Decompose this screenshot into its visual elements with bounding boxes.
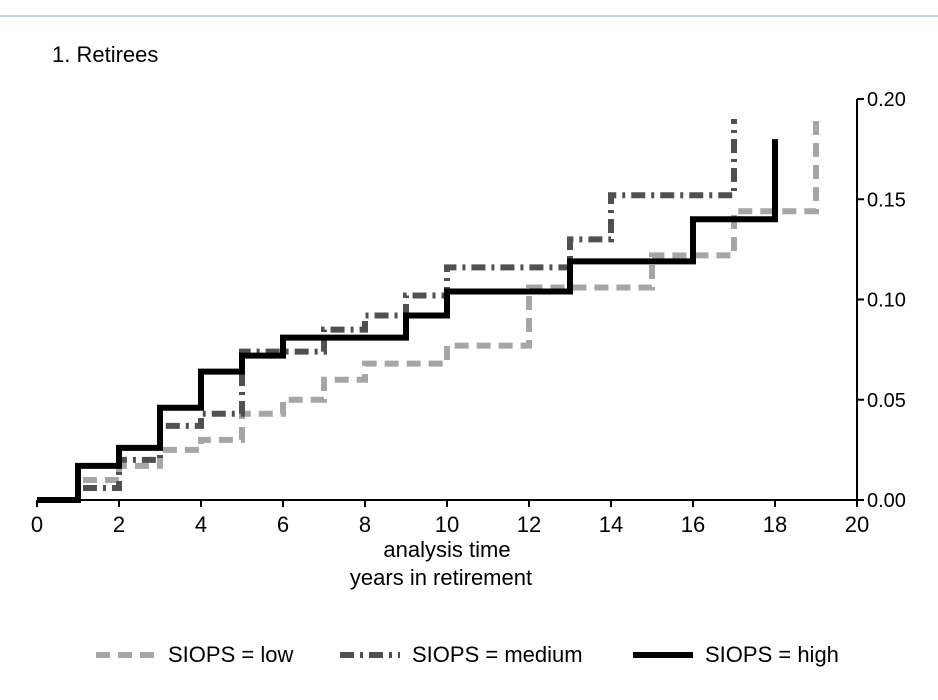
x-tick-label: 16 [681, 512, 705, 537]
y-tick-label: 0.10 [867, 290, 906, 312]
x-axis-sublabel: years in retirement [350, 565, 532, 590]
x-tick-label: 0 [31, 512, 43, 537]
panel-title: 1. Retirees [52, 42, 158, 67]
series-line-low [37, 119, 819, 503]
top-divider [0, 15, 938, 17]
series-line-high [37, 139, 778, 503]
legend-swatch-high [633, 652, 693, 658]
x-axis-label: analysis time [383, 537, 510, 562]
axes: 0 2 4 6 8 10 12 14 16 18 200.00 0.05 0.10 0.15 0.20 [31, 89, 906, 537]
x-tick-label: 14 [599, 512, 623, 537]
legend-item-low: SIOPS = low [96, 640, 293, 670]
x-tick-label: 2 [113, 512, 125, 537]
y-tick-label: 0.20 [867, 89, 906, 111]
x-tick-label: 10 [435, 512, 459, 537]
y-tick-label: 0.05 [867, 390, 906, 412]
legend-swatch-medium [340, 652, 400, 658]
x-tick-label: 8 [359, 512, 371, 537]
x-tick-label: 4 [195, 512, 207, 537]
y-tick-label: 0.15 [867, 189, 906, 211]
x-tick-label: 6 [277, 512, 289, 537]
legend-item-medium: SIOPS = medium [340, 640, 583, 670]
legend: SIOPS = low SIOPS = medium SIOPS = high [0, 640, 938, 670]
series-line-medium [37, 119, 737, 503]
legend-item-high: SIOPS = high [633, 640, 839, 670]
legend-label-low: SIOPS = low [168, 642, 294, 667]
legend-swatch-low [96, 652, 156, 658]
x-tick-label: 20 [845, 512, 869, 537]
series-lines [37, 119, 819, 503]
x-tick-label: 12 [517, 512, 541, 537]
x-tick-label: 18 [763, 512, 787, 537]
legend-label-medium: SIOPS = medium [412, 642, 583, 667]
y-tick-label: 0.00 [867, 490, 906, 512]
legend-label-high: SIOPS = high [705, 642, 839, 667]
